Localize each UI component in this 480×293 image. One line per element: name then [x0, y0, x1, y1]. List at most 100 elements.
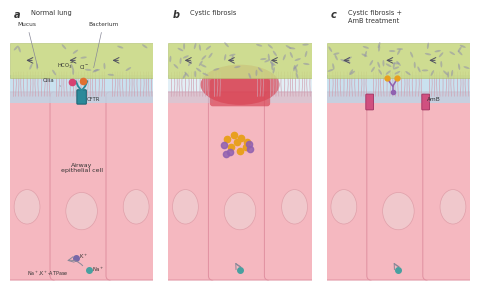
Ellipse shape	[331, 190, 357, 224]
Ellipse shape	[378, 42, 381, 48]
Ellipse shape	[405, 71, 411, 75]
Text: c: c	[331, 10, 336, 20]
Text: Na$^+$,K$^+$-ATPase: Na$^+$,K$^+$-ATPase	[27, 270, 69, 278]
Ellipse shape	[255, 70, 257, 76]
Ellipse shape	[350, 71, 355, 75]
FancyBboxPatch shape	[326, 43, 470, 78]
Ellipse shape	[393, 62, 395, 69]
Ellipse shape	[14, 190, 40, 224]
FancyBboxPatch shape	[168, 43, 312, 78]
Ellipse shape	[258, 67, 263, 72]
Ellipse shape	[282, 190, 308, 224]
Ellipse shape	[305, 51, 307, 57]
Ellipse shape	[389, 50, 396, 52]
Ellipse shape	[290, 52, 293, 58]
Ellipse shape	[378, 69, 382, 75]
Ellipse shape	[439, 52, 444, 57]
Ellipse shape	[203, 73, 208, 76]
FancyBboxPatch shape	[326, 75, 470, 103]
Ellipse shape	[296, 72, 299, 79]
Ellipse shape	[295, 67, 298, 73]
Ellipse shape	[201, 65, 279, 105]
Ellipse shape	[370, 60, 373, 66]
Ellipse shape	[349, 69, 353, 75]
Ellipse shape	[231, 55, 234, 62]
Ellipse shape	[224, 42, 229, 47]
Ellipse shape	[29, 64, 33, 70]
Ellipse shape	[126, 67, 131, 71]
Text: Cl$^-$: Cl$^-$	[79, 63, 90, 71]
Ellipse shape	[458, 47, 462, 52]
Ellipse shape	[202, 55, 206, 60]
Ellipse shape	[346, 57, 352, 60]
Ellipse shape	[396, 61, 401, 66]
Ellipse shape	[142, 44, 147, 48]
Ellipse shape	[293, 65, 295, 71]
Ellipse shape	[427, 42, 429, 49]
FancyBboxPatch shape	[318, 92, 374, 280]
FancyBboxPatch shape	[106, 92, 162, 280]
Ellipse shape	[464, 66, 469, 69]
Text: Cystic fibrosis: Cystic fibrosis	[190, 10, 236, 16]
Ellipse shape	[188, 61, 192, 66]
Ellipse shape	[327, 69, 334, 72]
Ellipse shape	[440, 61, 443, 67]
Ellipse shape	[73, 50, 78, 54]
Ellipse shape	[434, 50, 441, 52]
Ellipse shape	[208, 53, 213, 58]
Ellipse shape	[449, 51, 455, 55]
Ellipse shape	[248, 73, 251, 79]
Text: HCO$_3^-$: HCO$_3^-$	[57, 62, 74, 71]
Ellipse shape	[377, 62, 380, 68]
Ellipse shape	[302, 44, 309, 46]
Ellipse shape	[431, 70, 434, 76]
Ellipse shape	[364, 51, 367, 57]
Ellipse shape	[340, 59, 347, 62]
Ellipse shape	[36, 63, 38, 69]
Ellipse shape	[383, 60, 384, 67]
Ellipse shape	[383, 193, 414, 230]
Ellipse shape	[66, 193, 97, 230]
Ellipse shape	[94, 69, 100, 71]
Ellipse shape	[52, 70, 56, 75]
FancyBboxPatch shape	[10, 75, 154, 103]
Text: Bacterium: Bacterium	[88, 22, 119, 68]
Ellipse shape	[397, 49, 401, 55]
Ellipse shape	[93, 69, 98, 72]
Text: Cilia: Cilia	[43, 78, 61, 86]
Ellipse shape	[294, 64, 298, 69]
FancyBboxPatch shape	[208, 92, 272, 280]
Ellipse shape	[451, 70, 453, 76]
Ellipse shape	[286, 45, 291, 49]
FancyBboxPatch shape	[50, 92, 113, 280]
Ellipse shape	[393, 67, 399, 69]
Text: AmB: AmB	[427, 97, 441, 102]
Ellipse shape	[273, 51, 277, 56]
Ellipse shape	[183, 43, 185, 50]
Ellipse shape	[295, 58, 301, 61]
Ellipse shape	[268, 54, 270, 60]
Ellipse shape	[14, 46, 18, 50]
Ellipse shape	[85, 69, 91, 71]
Ellipse shape	[199, 61, 203, 66]
Ellipse shape	[117, 46, 123, 49]
Ellipse shape	[260, 58, 266, 60]
Ellipse shape	[183, 73, 186, 79]
Ellipse shape	[183, 55, 189, 59]
FancyBboxPatch shape	[168, 75, 213, 103]
Ellipse shape	[234, 66, 240, 68]
Text: Mucus: Mucus	[18, 22, 38, 68]
Ellipse shape	[72, 69, 74, 75]
Ellipse shape	[180, 57, 181, 64]
Ellipse shape	[273, 67, 275, 74]
Ellipse shape	[174, 64, 179, 69]
Ellipse shape	[447, 71, 449, 78]
FancyBboxPatch shape	[1, 92, 57, 280]
Ellipse shape	[81, 57, 87, 59]
Ellipse shape	[194, 43, 196, 49]
Ellipse shape	[224, 54, 226, 60]
Ellipse shape	[184, 72, 189, 77]
FancyBboxPatch shape	[264, 92, 320, 280]
Ellipse shape	[418, 67, 420, 72]
Ellipse shape	[333, 52, 339, 55]
